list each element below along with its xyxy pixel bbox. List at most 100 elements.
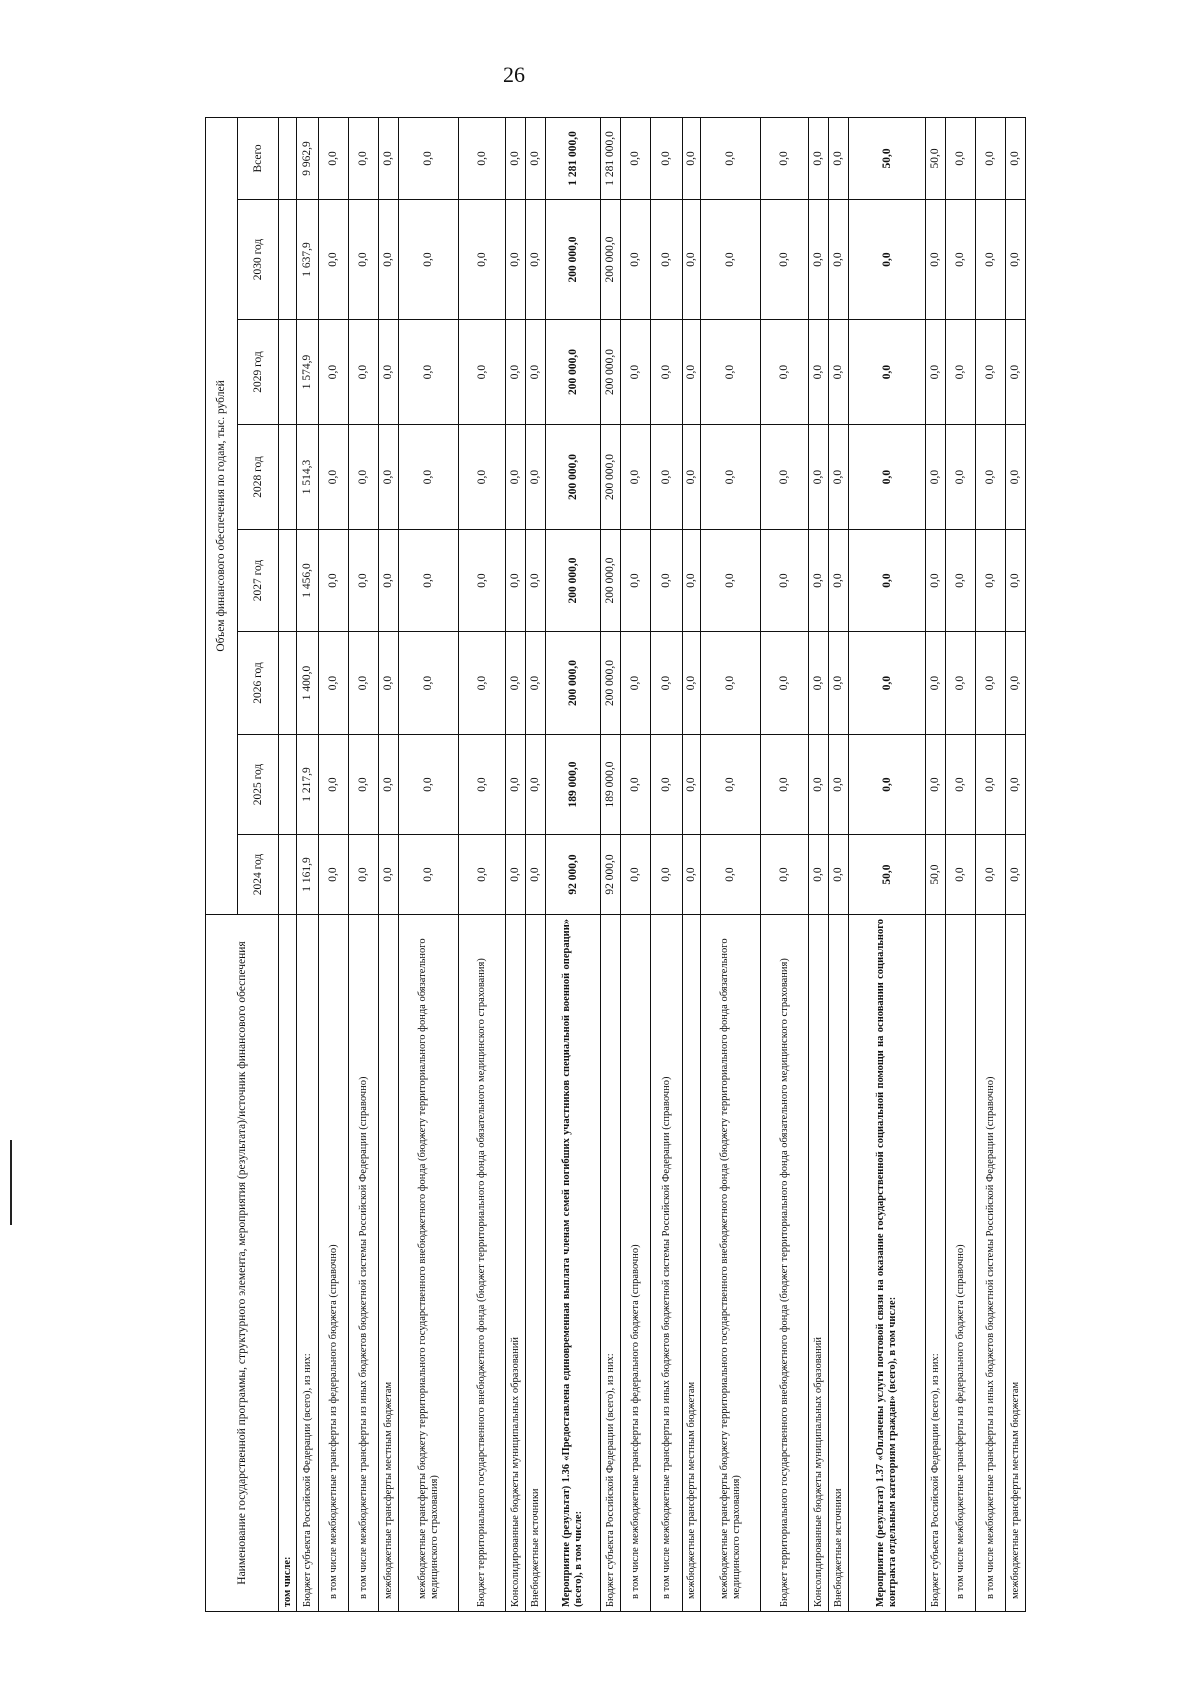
row-label: Бюджет территориального государственного… [760, 914, 809, 1612]
value-cell: 0,0 [525, 319, 546, 425]
value-cell: 0,0 [848, 424, 926, 530]
value-cell: 0,0 [620, 734, 651, 835]
table-row: межбюджетные трансферты местным бюджетам… [1005, 117, 1026, 1612]
value-cell: 0,0 [620, 199, 651, 320]
value-cell: 0,0 [975, 199, 1006, 320]
value-cell: 0,0 [398, 834, 459, 915]
row-label: Бюджет субъекта Российской Федерации (вс… [925, 914, 946, 1612]
row-label: Внебюджетные источники [525, 914, 546, 1612]
value-cell: 0,0 [505, 199, 526, 320]
value-cell: 0,0 [1005, 834, 1026, 915]
table-row: Бюджет субъекта Российской Федерации (вс… [925, 117, 946, 1612]
financing-table: Наименование государственной программы, … [205, 117, 1026, 1612]
value-cell: 0,0 [975, 529, 1006, 632]
header-name-column: Наименование государственной программы, … [205, 914, 279, 1612]
value-cell: 50,0 [848, 117, 926, 200]
value-cell: 0,0 [398, 631, 459, 735]
value-cell: 0,0 [682, 834, 701, 915]
value-cell: 0,0 [620, 117, 651, 200]
value-cell: 200 000,0 [545, 424, 601, 530]
value-cell: 0,0 [808, 319, 829, 425]
value-cell: 0,0 [348, 834, 379, 915]
value-cell: 0,0 [828, 319, 849, 425]
header-year: 2024 год [237, 834, 279, 915]
value-cell: 0,0 [975, 631, 1006, 735]
value-cell: 0,0 [378, 117, 399, 200]
value-cell: 0,0 [945, 834, 976, 915]
table-row: межбюджетные трансферты местным бюджетам… [378, 117, 399, 1612]
row-label: Консолидированные бюджеты муниципальных … [808, 914, 829, 1612]
value-cell: 0,0 [505, 319, 526, 425]
value-cell: 0,0 [848, 631, 926, 735]
value-cell: 0,0 [828, 424, 849, 530]
value-cell: 0,0 [505, 529, 526, 632]
table-row: межбюджетные трансферты бюджету территор… [700, 117, 761, 1612]
value-cell: 0,0 [808, 734, 829, 835]
value-cell: 0,0 [318, 424, 349, 530]
value-cell: 0,0 [378, 319, 399, 425]
value-cell: 0,0 [378, 529, 399, 632]
value-cell: 0,0 [760, 319, 809, 425]
value-cell: 0,0 [848, 734, 926, 835]
header-year: 2030 год [237, 199, 279, 320]
value-cell: 0,0 [945, 529, 976, 632]
value-cell: 0,0 [458, 199, 506, 320]
value-cell: 0,0 [700, 734, 761, 835]
value-cell: 0,0 [378, 734, 399, 835]
header-year: 2026 год [237, 631, 279, 735]
value-cell: 200 000,0 [600, 199, 621, 320]
table-row: в том числе межбюджетные трансферты из и… [650, 117, 683, 1612]
value-cell: 0,0 [525, 631, 546, 735]
value-cell: 200 000,0 [545, 199, 601, 320]
value-cell: 0,0 [760, 199, 809, 320]
row-label: межбюджетные трансферты местным бюджетам [378, 914, 399, 1612]
value-cell: 0,0 [700, 199, 761, 320]
value-cell: 0,0 [848, 319, 926, 425]
value-cell: 0,0 [760, 529, 809, 632]
value-cell: 0,0 [458, 529, 506, 632]
value-cell: 0,0 [650, 424, 683, 530]
table-row: Консолидированные бюджеты муниципальных … [808, 117, 829, 1612]
value-cell: 0,0 [458, 319, 506, 425]
value-cell: 0,0 [682, 631, 701, 735]
value-cell: 0,0 [398, 319, 459, 425]
row-label: Бюджет субъекта Российской Федерации (вс… [296, 914, 319, 1612]
value-cell [278, 631, 297, 735]
value-cell: 0,0 [975, 117, 1006, 200]
value-cell: 200 000,0 [545, 631, 601, 735]
value-cell: 0,0 [828, 631, 849, 735]
value-cell: 0,0 [458, 834, 506, 915]
value-cell: 92 000,0 [600, 834, 621, 915]
table-row: в том числе межбюджетные трансферты из и… [348, 117, 379, 1612]
value-cell: 92 000,0 [545, 834, 601, 915]
value-cell: 0,0 [348, 631, 379, 735]
value-cell: 0,0 [348, 734, 379, 835]
value-cell: 0,0 [808, 424, 829, 530]
value-cell: 0,0 [700, 834, 761, 915]
row-label: межбюджетные трансферты местным бюджетам [1005, 914, 1026, 1612]
value-cell: 1 637,9 [296, 199, 319, 320]
row-label: Бюджет территориального государственного… [458, 914, 506, 1612]
value-cell: 0,0 [1005, 424, 1026, 530]
value-cell: 0,0 [525, 734, 546, 835]
value-cell: 0,0 [760, 631, 809, 735]
value-cell: 0,0 [945, 631, 976, 735]
value-cell: 0,0 [1005, 319, 1026, 425]
value-cell: 0,0 [700, 424, 761, 530]
table-row: Консолидированные бюджеты муниципальных … [505, 117, 526, 1612]
value-cell [278, 834, 297, 915]
value-cell: 0,0 [760, 734, 809, 835]
table-row: Мероприятие (результат) 1.37 «Оплачены у… [848, 117, 926, 1612]
value-cell [278, 734, 297, 835]
rotated-table-container: Наименование государственной программы, … [205, 117, 1026, 1612]
value-cell: 0,0 [975, 319, 1006, 425]
value-cell: 0,0 [458, 117, 506, 200]
value-cell: 0,0 [398, 529, 459, 632]
row-label: Консолидированные бюджеты муниципальных … [505, 914, 526, 1612]
value-cell: 0,0 [348, 117, 379, 200]
value-cell: 0,0 [828, 834, 849, 915]
value-cell: 0,0 [620, 529, 651, 632]
value-cell: 1 514,3 [296, 424, 319, 530]
value-cell: 0,0 [650, 834, 683, 915]
value-cell: 0,0 [318, 529, 349, 632]
